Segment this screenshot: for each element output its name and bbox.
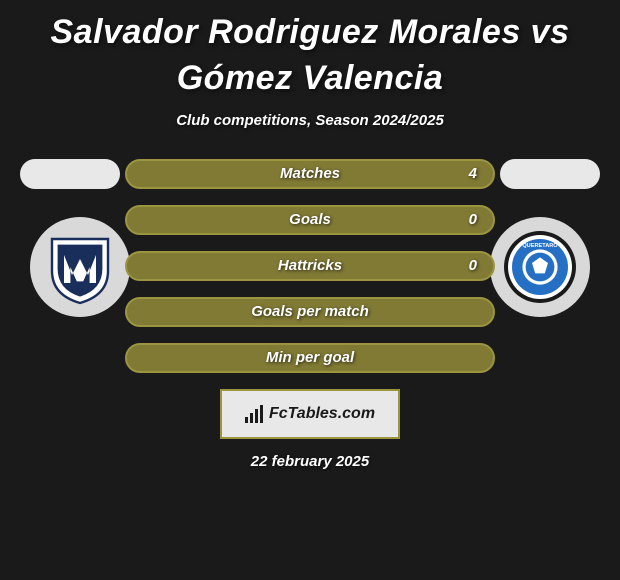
subtitle: Club competitions, Season 2024/2025 xyxy=(10,112,610,129)
monterrey-crest-icon xyxy=(40,227,120,307)
queretaro-crest-icon: QUERETARO xyxy=(500,227,580,307)
stat-value-hattricks: 0 xyxy=(469,257,477,274)
stat-bar-goals: Goals 0 xyxy=(125,205,495,235)
fctables-box: FcTables.com xyxy=(220,389,400,439)
stats-column: Matches 4 Goals 0 Hattricks 0 Goals per … xyxy=(125,159,495,373)
page-title: Salvador Rodriguez Morales vs Gómez Vale… xyxy=(10,5,610,112)
player-badge-right xyxy=(500,159,600,189)
team-logo-left xyxy=(30,217,130,317)
stat-label-min-per-goal: Min per goal xyxy=(266,349,354,366)
date-text: 22 february 2025 xyxy=(20,453,600,470)
fctables-bars-icon xyxy=(245,405,263,423)
stat-label-hattricks: Hattricks xyxy=(278,257,342,274)
stat-bar-goals-per-match: Goals per match xyxy=(125,297,495,327)
stat-value-matches: 4 xyxy=(469,165,477,182)
stat-bar-min-per-goal: Min per goal xyxy=(125,343,495,373)
fctables-label: FcTables.com xyxy=(269,405,375,423)
stat-label-matches: Matches xyxy=(280,165,340,182)
stat-label-goals-per-match: Goals per match xyxy=(251,303,369,320)
content-area: QUERETARO Matches 4 Goals 0 Hattricks 0 … xyxy=(10,159,610,470)
stat-bar-matches: Matches 4 xyxy=(125,159,495,189)
stat-label-goals: Goals xyxy=(289,211,331,228)
stat-bar-hattricks: Hattricks 0 xyxy=(125,251,495,281)
main-container: Salvador Rodriguez Morales vs Gómez Vale… xyxy=(0,0,620,580)
stat-value-goals: 0 xyxy=(469,211,477,228)
svg-text:QUERETARO: QUERETARO xyxy=(522,243,558,249)
player-badge-left xyxy=(20,159,120,189)
team-logo-right: QUERETARO xyxy=(490,217,590,317)
